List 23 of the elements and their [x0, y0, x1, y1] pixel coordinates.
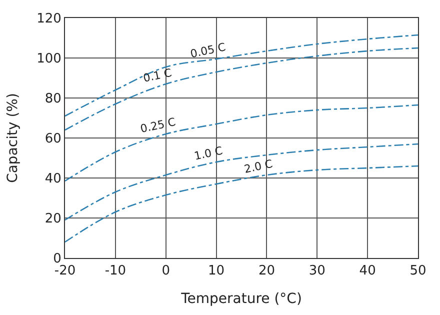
x-axis-title: Temperature (°C): [180, 290, 302, 307]
line-series: [65, 34, 418, 117]
x-tick-label: 30: [308, 264, 326, 279]
x-tick-label: 10: [208, 264, 225, 279]
y-tick-label: 20: [44, 212, 62, 227]
annotation: 0.25 C: [139, 115, 178, 136]
y-tick-label: 40: [44, 172, 62, 187]
line-series: [65, 143, 418, 221]
y-tick-label: 100: [36, 52, 62, 67]
annotation: 1.0 C: [193, 144, 224, 163]
x-tick-label: -10: [104, 264, 126, 279]
line-series: [65, 104, 418, 182]
x-tick-label: 40: [359, 264, 376, 279]
annotation: 2.0 C: [243, 157, 274, 176]
y-axis-title: Capacity (%): [5, 93, 22, 183]
y-tick-label: 80: [44, 92, 62, 107]
x-tick-label: 50: [410, 264, 426, 279]
annotation: 0.05 C: [189, 40, 228, 61]
y-tick-label: 60: [44, 132, 62, 147]
x-tick-label: 0: [162, 264, 170, 279]
y-tick-label: 120: [36, 12, 62, 27]
annotation: 0.1 C: [142, 66, 174, 85]
x-tick-label: 20: [258, 264, 275, 279]
